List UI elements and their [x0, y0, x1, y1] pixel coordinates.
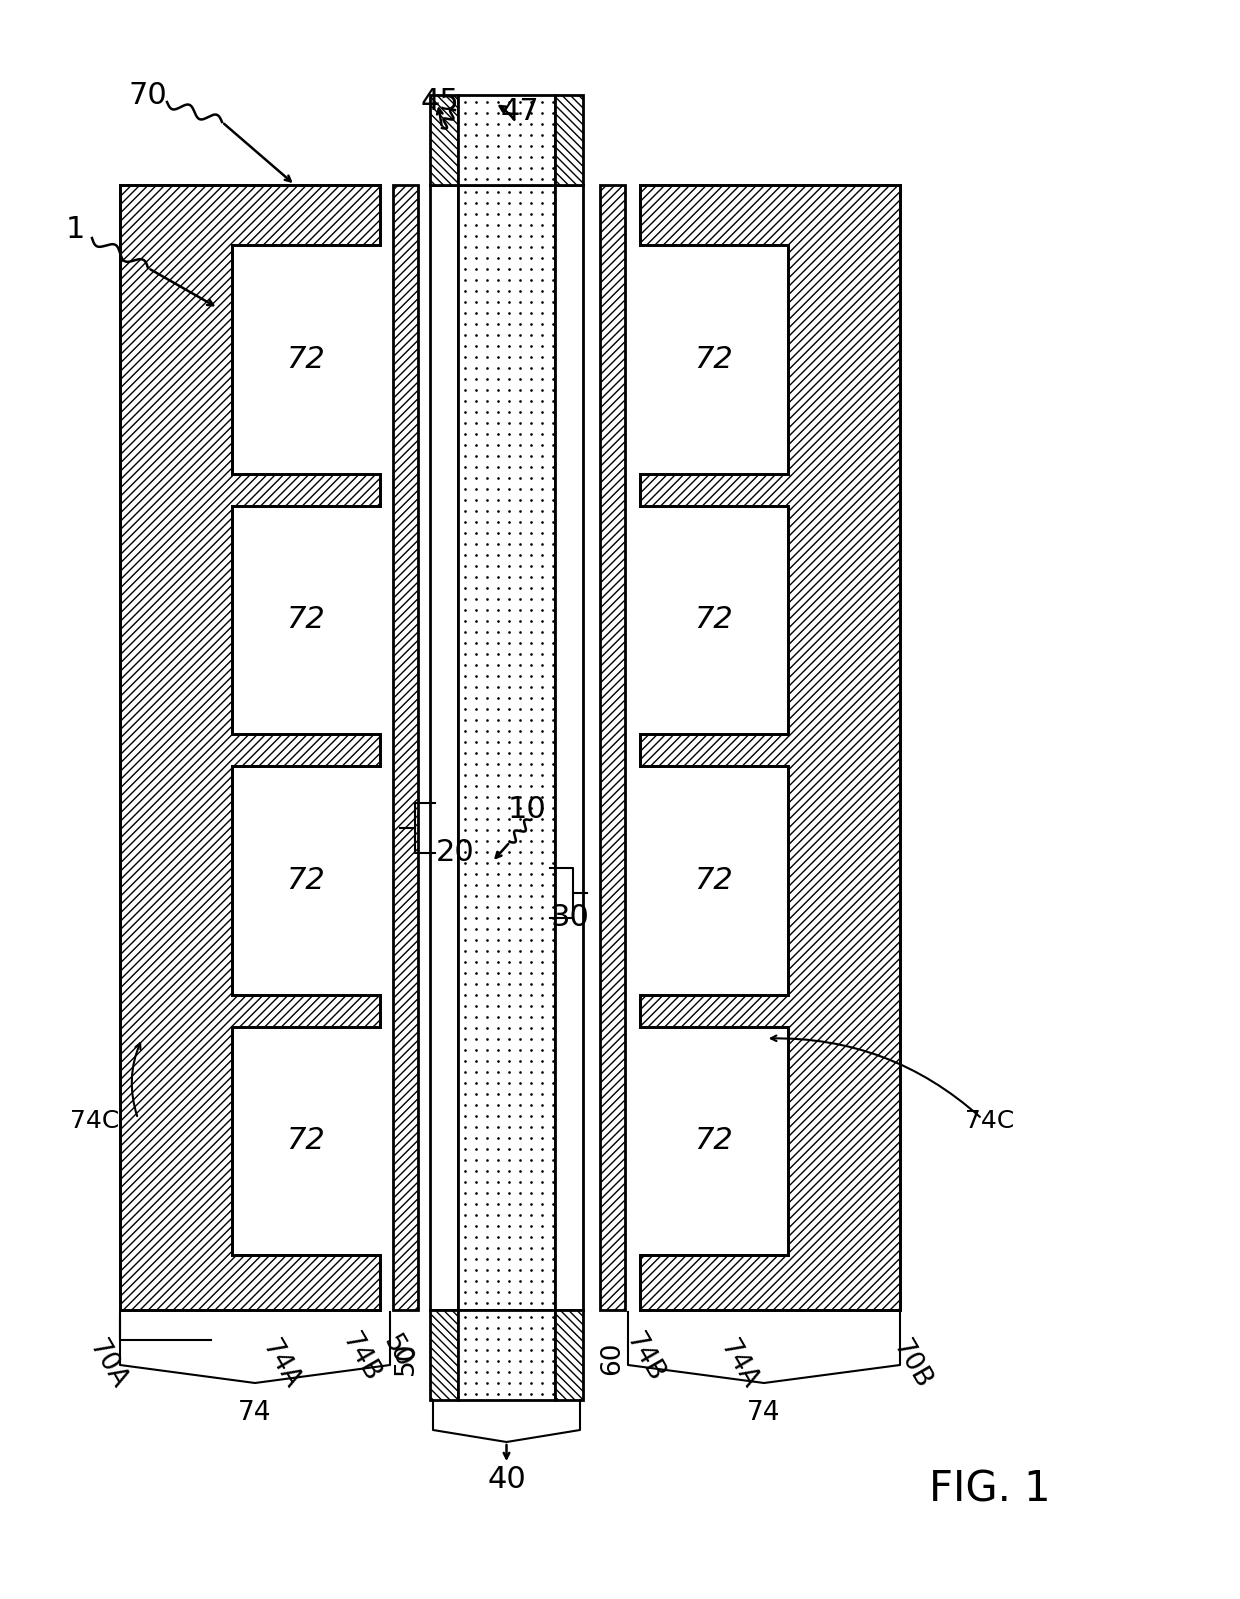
- Text: 70A: 70A: [84, 1337, 133, 1394]
- Polygon shape: [430, 1310, 458, 1401]
- Polygon shape: [430, 94, 458, 185]
- Text: 47: 47: [501, 98, 539, 126]
- Polygon shape: [393, 185, 418, 1310]
- Text: 74: 74: [238, 1401, 272, 1426]
- Text: 72: 72: [286, 1126, 325, 1154]
- Polygon shape: [430, 185, 458, 1310]
- Text: 72: 72: [694, 606, 733, 635]
- Text: 10: 10: [507, 795, 547, 825]
- Bar: [458, 1310, 556, 1401]
- Text: 74C: 74C: [71, 1108, 119, 1132]
- Text: 1: 1: [66, 216, 84, 245]
- Polygon shape: [556, 94, 583, 185]
- Text: 72: 72: [286, 345, 325, 374]
- Text: 50: 50: [393, 1342, 419, 1375]
- Polygon shape: [556, 185, 583, 1310]
- Text: 74A: 74A: [257, 1337, 305, 1394]
- Text: 45: 45: [420, 88, 459, 117]
- Text: 74: 74: [748, 1401, 781, 1426]
- Text: 72: 72: [286, 606, 325, 635]
- Text: 74B: 74B: [337, 1329, 386, 1386]
- Bar: [458, 185, 556, 1310]
- Text: 50: 50: [377, 1330, 417, 1374]
- Text: 20: 20: [435, 838, 475, 867]
- Text: 74C: 74C: [966, 1108, 1014, 1132]
- Text: 74B: 74B: [621, 1329, 670, 1386]
- Text: FIG. 1: FIG. 1: [929, 1469, 1050, 1511]
- Text: 72: 72: [694, 1126, 733, 1154]
- Polygon shape: [600, 185, 625, 1310]
- Text: 72: 72: [694, 345, 733, 374]
- Bar: [458, 94, 556, 185]
- Text: 72: 72: [286, 865, 325, 895]
- Text: 30: 30: [551, 903, 589, 932]
- Text: 60: 60: [599, 1342, 625, 1375]
- Text: 70: 70: [129, 80, 167, 109]
- Text: 70B: 70B: [888, 1337, 936, 1394]
- Polygon shape: [120, 185, 379, 1310]
- Text: 72: 72: [694, 865, 733, 895]
- Polygon shape: [640, 185, 900, 1310]
- Polygon shape: [556, 1310, 583, 1401]
- Text: 74A: 74A: [714, 1337, 763, 1394]
- Text: 40: 40: [487, 1466, 526, 1495]
